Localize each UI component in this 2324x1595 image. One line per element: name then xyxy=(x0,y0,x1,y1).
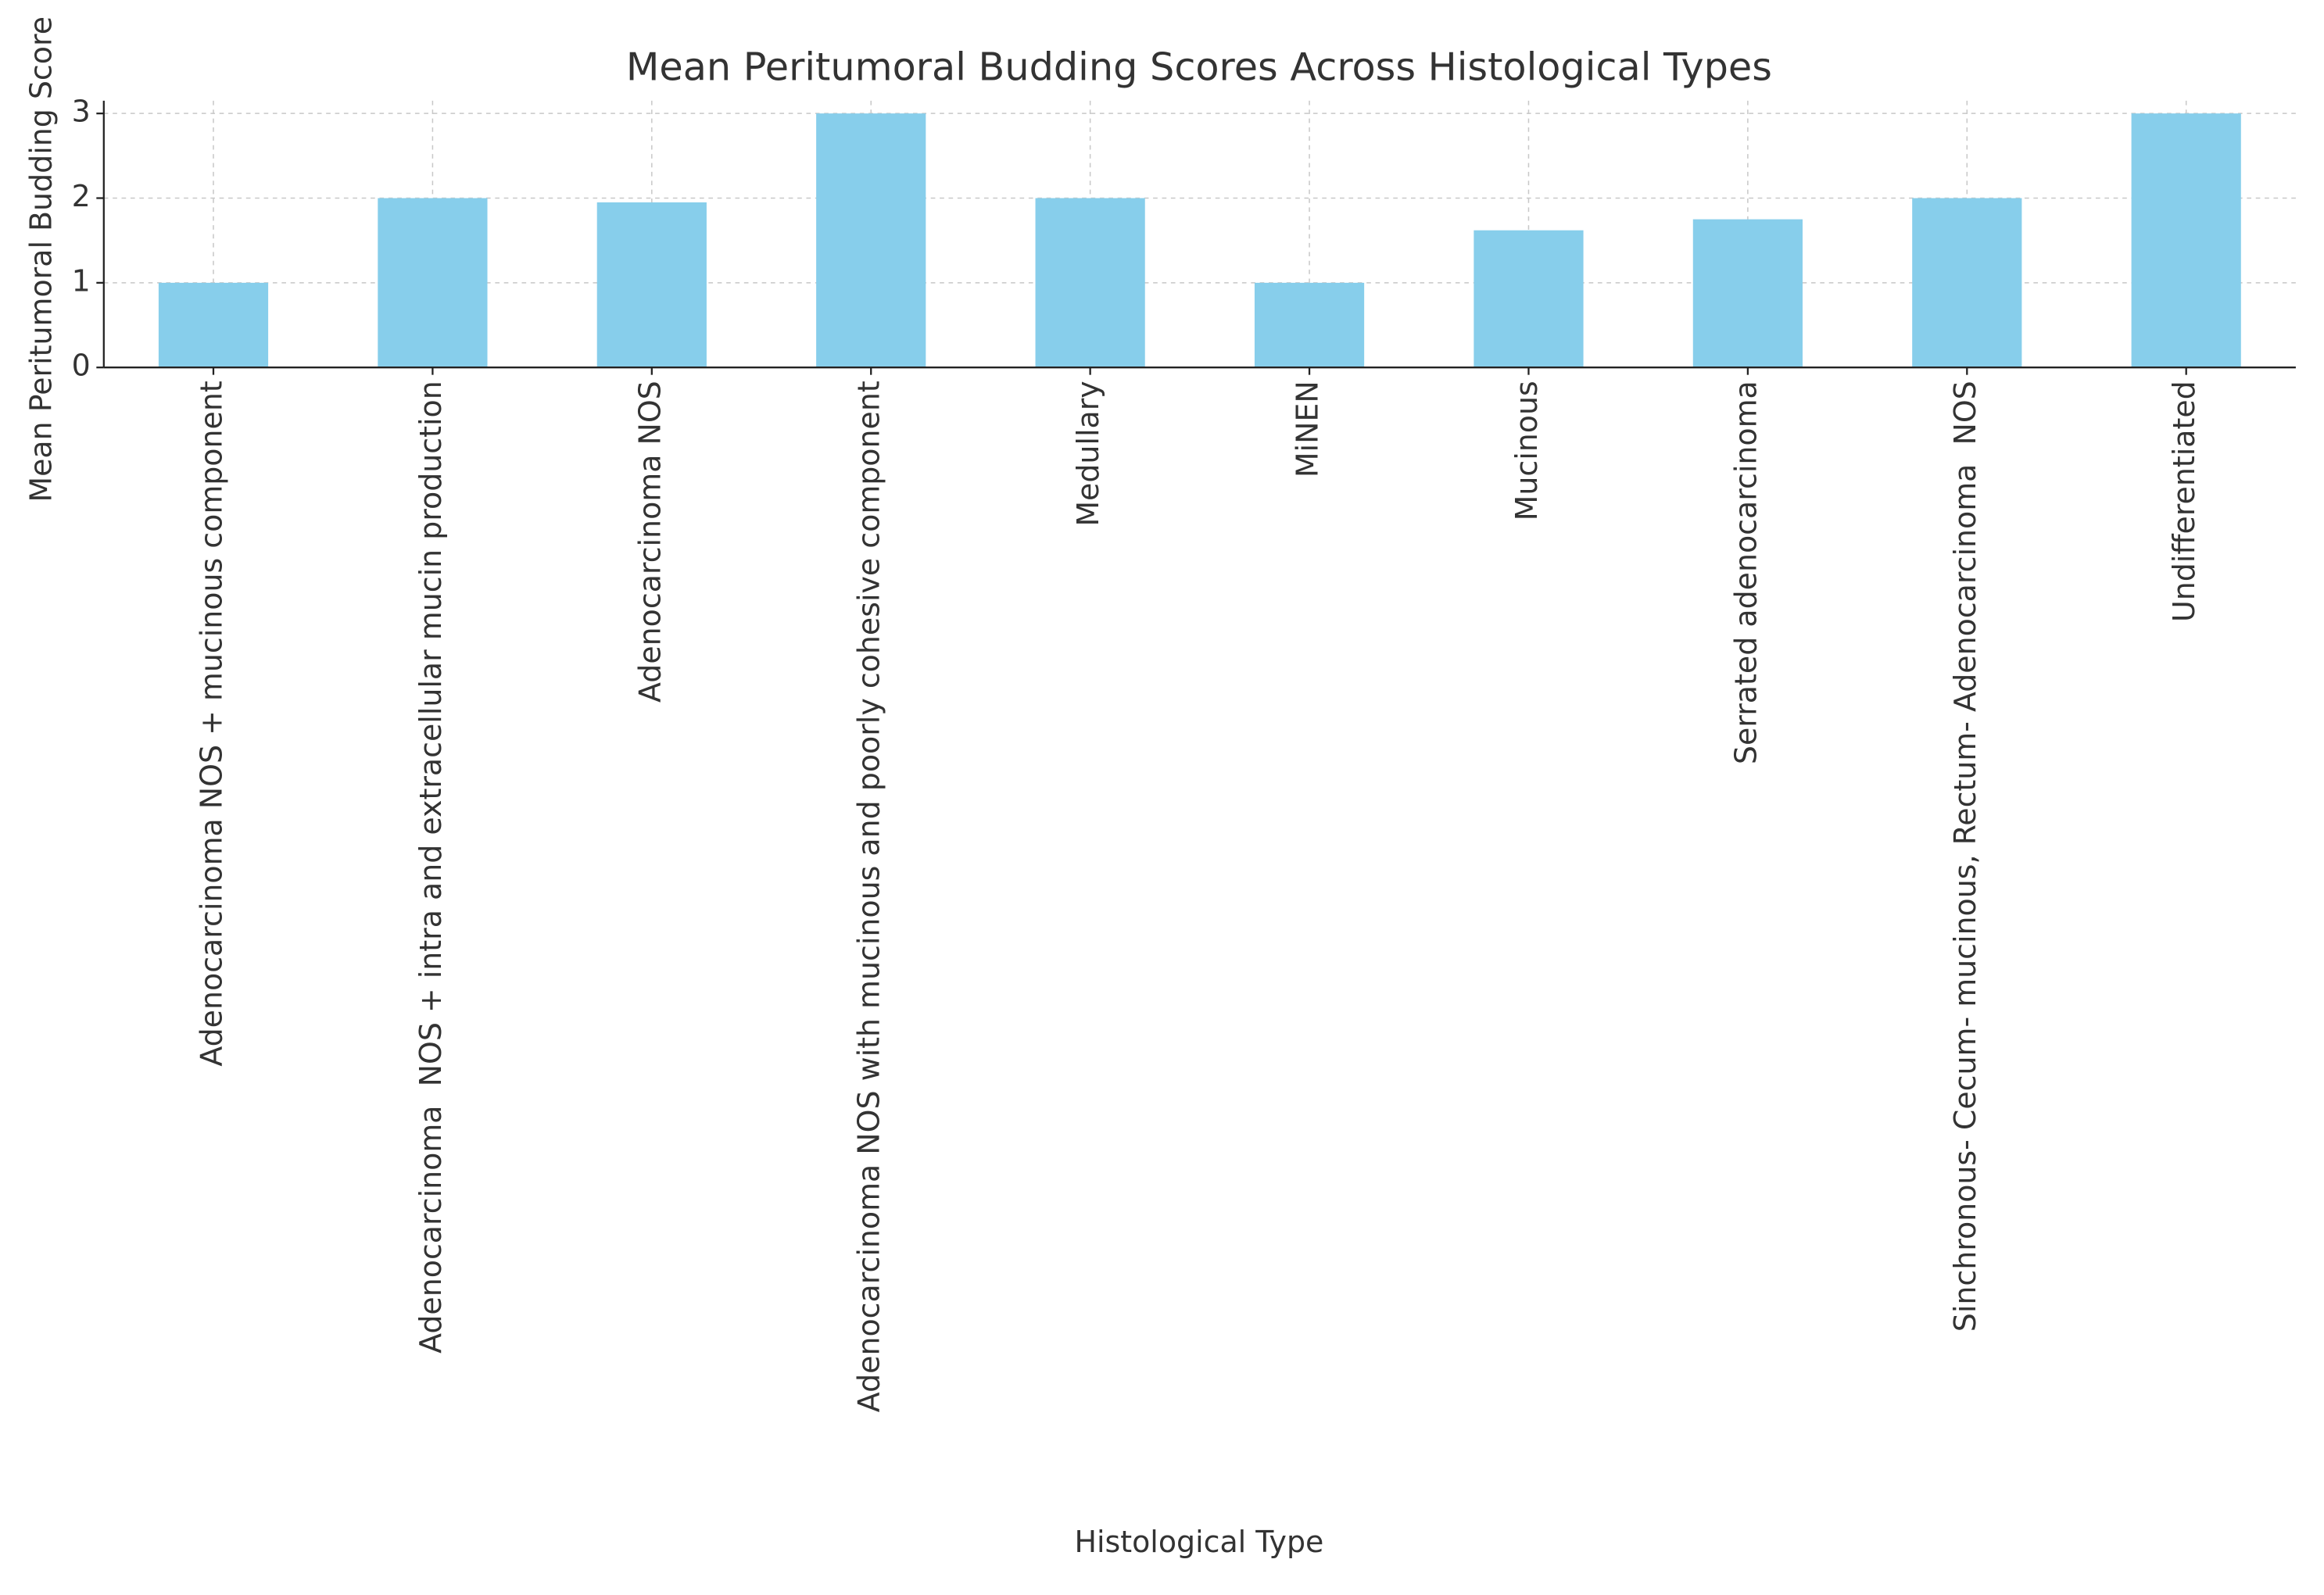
bar xyxy=(1692,219,1803,368)
x-tick-label: Undifferentiated xyxy=(2167,381,2201,622)
y-tick-label: 2 xyxy=(72,179,91,213)
y-axis-label: Mean Peritumoral Budding Score xyxy=(24,16,59,502)
x-tick-label: Adenocarcinoma NOS xyxy=(632,381,667,703)
x-tick-label: Serrated adenocarcinoma xyxy=(1728,381,1763,764)
bar xyxy=(1254,282,1365,368)
y-tick-label: 1 xyxy=(72,263,91,298)
x-tick-label: Medullary xyxy=(1071,381,1105,526)
bar xyxy=(1474,230,1584,368)
bar xyxy=(816,113,926,368)
bar xyxy=(1035,198,1145,368)
x-tick-label: Adenocarcinoma NOS with mucinous and poo… xyxy=(852,381,886,1412)
x-axis-label: Histological Type xyxy=(1074,1525,1323,1559)
x-tick-label: MiNEN xyxy=(1291,381,1325,477)
x-tick-label: Sinchronous- Cecum- mucinous, Rectum- Ad… xyxy=(1948,381,1982,1332)
x-tick-label: Mucinous xyxy=(1509,381,1544,520)
x-tick-label: Adenocarcinoma NOS + mucinous component xyxy=(194,381,228,1066)
bar xyxy=(378,198,488,368)
chart-title: Mean Peritumoral Budding Scores Across H… xyxy=(626,45,1772,90)
y-tick-label: 3 xyxy=(72,95,91,129)
bar xyxy=(2131,113,2241,368)
x-tick-label: Adenocarcinoma NOS + intra and extracell… xyxy=(414,381,448,1354)
bar xyxy=(1912,198,2022,368)
y-tick-label: 0 xyxy=(72,349,91,383)
bar xyxy=(158,282,269,368)
bar xyxy=(596,202,707,368)
